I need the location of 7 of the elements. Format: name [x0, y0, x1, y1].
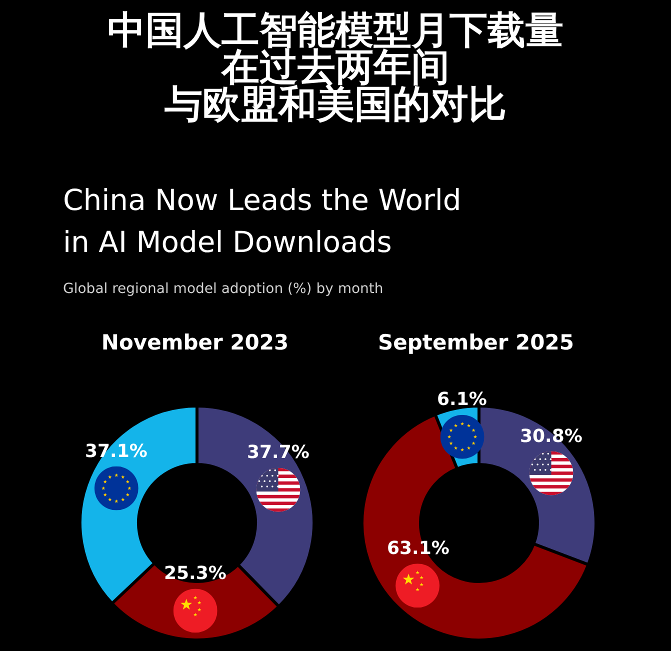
chart-title: September 2025 [378, 330, 574, 354]
text: Global regional model adoption (%) by month [63, 281, 384, 297]
data-label: 6.1% [437, 389, 487, 410]
data-label: 63.1% [387, 538, 450, 559]
text: China Now Leads the World in AI Model Downloads [63, 182, 462, 261]
data-label: 25.3% [164, 563, 226, 584]
chart-title: November 2023 [101, 330, 289, 354]
